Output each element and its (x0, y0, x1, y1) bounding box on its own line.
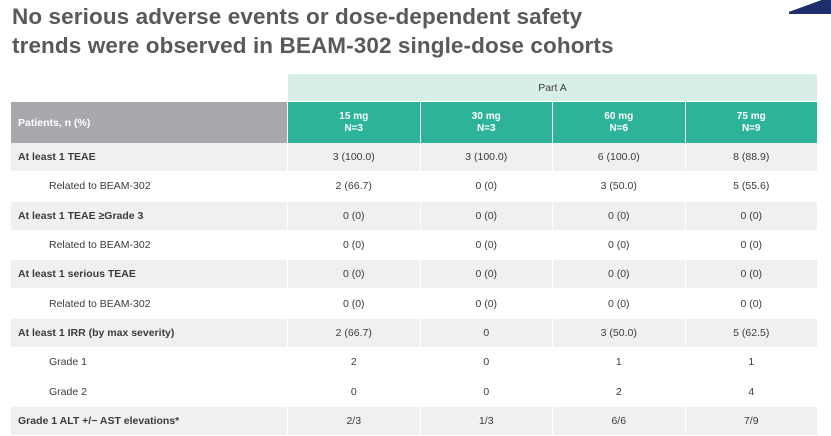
column-header-60mg: 60 mg N=6 (552, 101, 685, 143)
row-value: 1 (552, 348, 685, 377)
safety-table: Part A Patients, n (%) 15 mg N=3 30 mg N… (11, 74, 817, 436)
row-value: 4 (684, 377, 818, 406)
row-label: At least 1 TEAE (18, 151, 96, 164)
table-row: Related to BEAM-302 0 (0) 0 (0) 0 (0) 0 … (11, 289, 818, 319)
title-line-2: trends were observed in BEAM-302 single-… (12, 33, 614, 58)
column-dose: 60 mg (604, 110, 634, 122)
row-value: 0 (0) (419, 260, 553, 289)
row-value: 0 (419, 377, 553, 406)
row-label: Grade 1 (49, 356, 87, 369)
column-header-75mg: 75 mg N=9 (684, 101, 817, 143)
row-value: 3 (50.0) (552, 172, 685, 201)
row-value: 0 (0) (552, 230, 685, 260)
row-value: 1/3 (419, 406, 553, 435)
row-value: 2 (66.7) (287, 172, 420, 201)
column-header-15mg: 15 mg N=3 (287, 101, 420, 143)
row-value: 5 (55.6) (684, 172, 818, 201)
row-value: 0 (0) (419, 230, 553, 260)
group-header-spacer (11, 74, 287, 101)
row-label: At least 1 serious TEAE (18, 268, 136, 281)
table-row: Related to BEAM-302 0 (0) 0 (0) 0 (0) 0 … (11, 230, 818, 261)
table-row: Grade 1 2 0 1 1 (11, 348, 818, 378)
row-value: 2 (287, 348, 420, 377)
part-a-header: Part A (287, 74, 817, 101)
row-label: At least 1 TEAE ≥Grade 3 (18, 209, 144, 222)
column-header-row: Patients, n (%) 15 mg N=3 30 mg N=3 60 m… (11, 101, 817, 143)
row-label: Grade 1 ALT +/− AST elevations* (18, 414, 180, 427)
row-value: 1 (684, 348, 818, 377)
row-value: 0 (0) (552, 289, 685, 318)
column-n: N=3 (344, 122, 364, 134)
column-dose: 30 mg (471, 110, 501, 122)
row-label: Related to BEAM-302 (49, 297, 151, 310)
row-value: 2 (66.7) (287, 318, 420, 348)
row-value: 0 (0) (684, 230, 818, 260)
row-value: 0 (0) (419, 172, 553, 201)
row-value: 3 (50.0) (552, 318, 685, 348)
row-value: 0 (287, 377, 420, 406)
column-dose: 15 mg (339, 110, 369, 122)
row-value: 0 (0) (552, 201, 685, 230)
row-value: 0 (0) (287, 289, 420, 318)
column-n: N=9 (741, 122, 761, 134)
row-label: Grade 2 (49, 385, 87, 398)
group-header-row: Part A (11, 74, 817, 101)
row-value: 5 (62.5) (684, 318, 818, 348)
table-row: Grade 1 ALT +/− AST elevations* 2/3 1/3 … (11, 406, 818, 436)
table-row: Grade 2 0 0 2 4 (11, 377, 818, 407)
row-label: Related to BEAM-302 (49, 180, 151, 193)
row-value: 0 (0) (419, 201, 553, 230)
table-row: At least 1 IRR (by max severity) 2 (66.7… (11, 318, 818, 349)
table-row: At least 1 TEAE ≥Grade 3 0 (0) 0 (0) 0 (… (11, 201, 818, 231)
row-value: 0 (0) (684, 289, 818, 318)
row-value: 0 (0) (552, 260, 685, 289)
table-body: At least 1 TEAE 3 (100.0) 3 (100.0) 6 (1… (11, 143, 817, 436)
row-value: 2 (552, 377, 685, 406)
corner-accent-shape (789, 0, 831, 14)
table-row: At least 1 serious TEAE 0 (0) 0 (0) 0 (0… (11, 260, 818, 290)
row-label: At least 1 IRR (by max severity) (18, 326, 175, 339)
row-value: 0 (0) (419, 289, 553, 318)
row-value: 2/3 (287, 406, 420, 435)
row-value: 0 (0) (287, 230, 420, 260)
row-value: 6/6 (552, 406, 685, 435)
row-value: 3 (100.0) (419, 143, 553, 172)
title-line-1: No serious adverse events or dose-depend… (12, 4, 583, 29)
row-value: 0 (419, 348, 553, 377)
row-value: 3 (100.0) (287, 143, 420, 172)
row-label: Related to BEAM-302 (49, 239, 151, 252)
column-dose: 75 mg (736, 110, 766, 122)
row-value: 0 (419, 318, 553, 348)
row-header-label: Patients, n (%) (11, 101, 287, 143)
column-header-30mg: 30 mg N=3 (419, 101, 552, 143)
table-row: Related to BEAM-302 2 (66.7) 0 (0) 3 (50… (11, 172, 818, 202)
row-value: 0 (0) (684, 201, 818, 230)
row-value: 0 (0) (287, 201, 420, 230)
slide-title: No serious adverse events or dose-depend… (12, 2, 792, 60)
row-value: 0 (0) (287, 260, 420, 289)
column-n: N=3 (476, 122, 496, 134)
row-value: 7/9 (684, 406, 818, 435)
row-value: 6 (100.0) (552, 143, 685, 172)
row-value: 0 (0) (684, 260, 818, 289)
row-value: 8 (88.9) (684, 143, 818, 172)
table-row: At least 1 TEAE 3 (100.0) 3 (100.0) 6 (1… (11, 143, 818, 173)
column-n: N=6 (609, 122, 629, 134)
